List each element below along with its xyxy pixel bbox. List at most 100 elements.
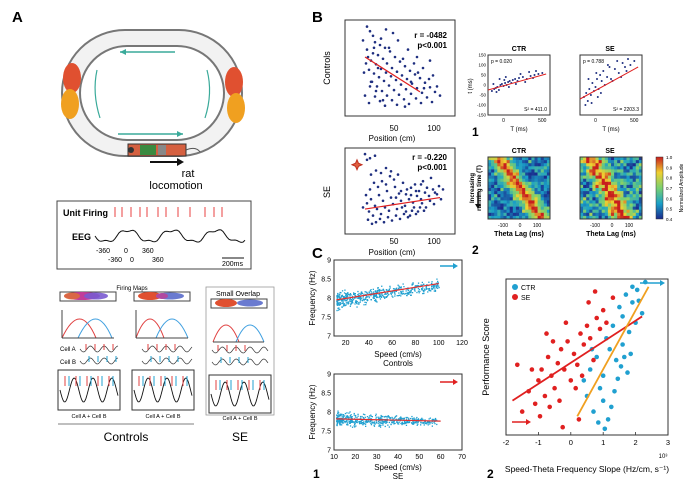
heat-cell	[595, 215, 599, 220]
heat-cell	[512, 157, 517, 161]
heat-cell	[506, 166, 510, 170]
heat-cell	[620, 215, 624, 220]
unit-firing-label: Unit Firing	[63, 208, 108, 218]
heat-cell	[611, 181, 615, 186]
heat-cell	[592, 215, 596, 220]
data-point	[355, 301, 357, 303]
heat-cell	[525, 175, 529, 179]
heat-cell	[531, 206, 535, 210]
heat-cell	[534, 197, 538, 201]
heat-cell	[589, 163, 593, 167]
data-point	[353, 425, 355, 427]
data-point	[420, 91, 424, 95]
heat-cell	[635, 197, 640, 201]
data-point	[380, 422, 382, 424]
heat-cell	[515, 203, 520, 207]
data-point	[360, 297, 363, 299]
heat-cell	[626, 166, 630, 170]
heat-cell	[604, 209, 609, 214]
data-point	[431, 74, 435, 77]
data-point	[354, 422, 356, 425]
trend-line	[364, 56, 421, 93]
data-point	[374, 89, 378, 93]
data-point	[435, 419, 437, 421]
heat-cell	[598, 166, 602, 170]
heat-cell	[586, 215, 590, 220]
data-point	[350, 414, 352, 416]
data-point	[417, 285, 420, 287]
heat-cell	[617, 166, 621, 170]
data-point	[407, 197, 411, 201]
data-point	[413, 183, 417, 186]
data-point	[422, 289, 424, 292]
data-point	[374, 291, 377, 293]
data-point	[395, 103, 399, 107]
heat-cell	[592, 178, 596, 183]
heat-cell	[626, 188, 630, 192]
heat-cell	[620, 178, 624, 183]
data-point-se	[555, 360, 561, 366]
data-point	[380, 416, 382, 419]
heat-cell	[629, 215, 633, 220]
heat-cell	[632, 191, 637, 195]
data-point	[364, 416, 366, 418]
data-point	[346, 422, 348, 424]
data-point	[434, 419, 436, 421]
heat-cell	[512, 194, 517, 198]
heat-cell	[638, 157, 643, 161]
data-point	[434, 284, 436, 286]
data-point	[343, 304, 345, 306]
heat-cell	[534, 194, 538, 198]
heat-cell	[531, 212, 535, 217]
data-point	[407, 102, 411, 106]
heat-cell	[546, 175, 551, 179]
heat-cell	[629, 178, 633, 183]
data-point	[424, 421, 426, 423]
data-point	[338, 297, 340, 299]
heat-cell	[632, 163, 637, 167]
data-point-ctr	[609, 404, 614, 410]
heat-cell	[580, 181, 584, 186]
heat-cell	[509, 184, 514, 189]
data-point	[437, 285, 440, 287]
data-point	[362, 424, 364, 426]
tick-label: -150	[477, 113, 487, 118]
heat-cell	[592, 197, 596, 201]
heat-cell	[632, 200, 637, 204]
data-point	[381, 285, 383, 287]
data-point	[392, 288, 395, 290]
heat-cell	[614, 191, 618, 195]
heat-cell	[503, 157, 507, 161]
heat-cell	[607, 197, 612, 201]
data-point	[421, 288, 423, 290]
tick-label: 150	[478, 53, 486, 58]
heat-cell	[595, 160, 599, 164]
heat-cell	[500, 206, 504, 210]
data-point	[359, 415, 362, 418]
data-point	[393, 185, 397, 189]
heat-cell	[592, 200, 596, 204]
data-point	[372, 297, 374, 299]
heat-cell	[611, 184, 615, 189]
heat-cell	[546, 157, 551, 161]
heat-cell	[488, 209, 492, 214]
heat-cell	[595, 175, 599, 179]
data-point	[584, 104, 587, 106]
c-number-1: 1	[313, 467, 320, 481]
heat-cell	[488, 194, 492, 198]
data-point	[376, 291, 378, 294]
data-point	[384, 166, 388, 170]
data-point	[428, 59, 432, 62]
data-point	[385, 419, 387, 422]
data-point	[403, 204, 407, 208]
data-point	[341, 295, 343, 297]
data-point	[405, 188, 409, 191]
data-point	[417, 419, 419, 421]
heat-cell	[494, 215, 498, 220]
data-point	[377, 290, 379, 292]
b-se-xtick-100: 100	[427, 237, 441, 246]
data-point	[341, 290, 344, 292]
heat-cell	[509, 157, 514, 161]
data-point	[397, 295, 400, 297]
data-point	[378, 290, 381, 292]
